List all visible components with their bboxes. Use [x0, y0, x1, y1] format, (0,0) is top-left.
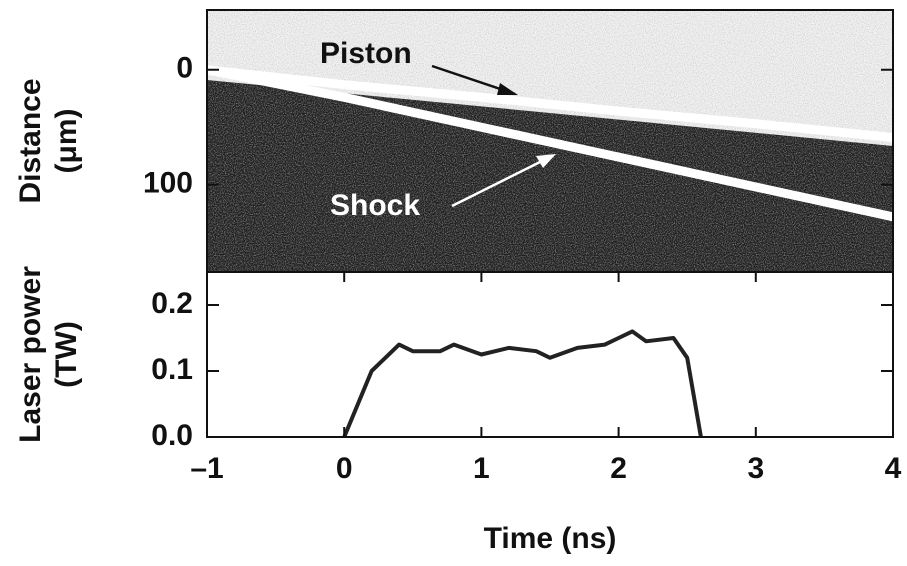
- bottom-panel: 0.0 0.1 0.2 –1 0 1 2 3 4 Laser power (TW) Time (ns): [14, 266, 902, 555]
- plot-frame: [206, 271, 894, 438]
- y-tick-label: 0.1: [151, 353, 193, 386]
- y-axis-label: (TW): [50, 321, 83, 388]
- streak-image: [207, 10, 893, 272]
- annotation-arrow: [451, 156, 549, 208]
- data-line: [206, 65, 894, 222]
- x-tick-label: 1: [473, 452, 490, 485]
- x-tick-label: 2: [610, 452, 627, 485]
- arrowhead: [536, 154, 556, 168]
- x-tick-label: –1: [190, 452, 223, 485]
- y-tick-label: 0: [176, 52, 193, 85]
- x-tick-label: 0: [336, 452, 353, 485]
- top-panel: 0 100 Distance (μm): [14, 9, 894, 273]
- x-axis-label: Time (ns): [484, 522, 617, 555]
- annotation-label: Piston: [320, 37, 412, 70]
- y-tick-label: 0.2: [151, 287, 193, 320]
- annotation-label: Shock: [330, 189, 420, 222]
- y-axis-label: Laser power: [14, 266, 47, 443]
- y-tick-label: 0.0: [151, 419, 193, 452]
- y-axis-label: Distance: [14, 78, 47, 203]
- y-axis-label: (μm): [50, 108, 83, 173]
- data-line: [342, 329, 703, 438]
- arrowhead: [497, 83, 518, 95]
- data-line: [206, 65, 894, 143]
- x-tick-label: 3: [747, 452, 764, 485]
- y-tick-label: 100: [143, 167, 193, 200]
- x-tick-label: 4: [885, 452, 902, 485]
